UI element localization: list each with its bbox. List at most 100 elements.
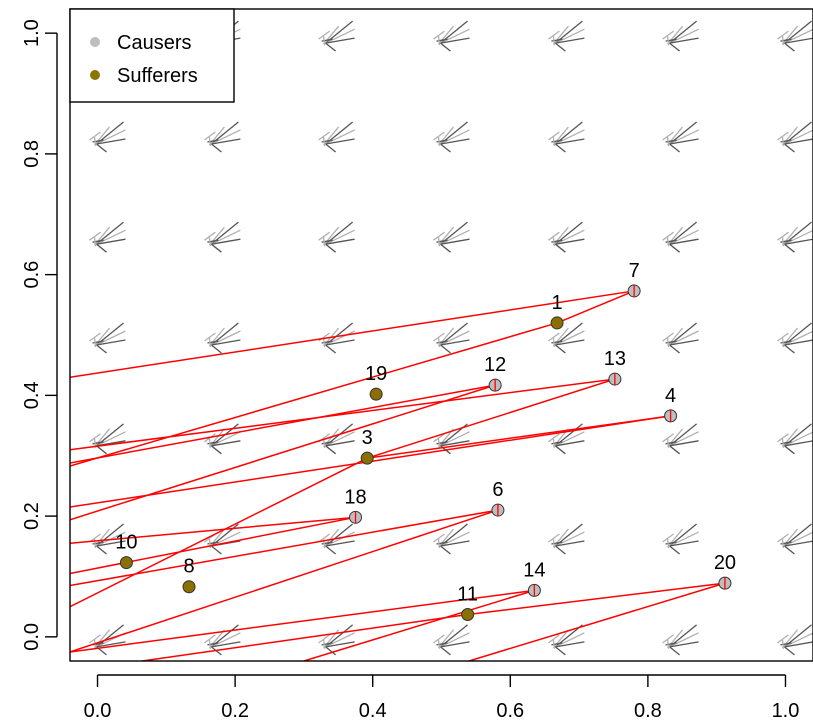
- glyph-stroke-5: [780, 441, 792, 445]
- glyph-stroke-3: [440, 646, 451, 656]
- glyph-stroke-4: [781, 327, 798, 347]
- point-label-11: 11: [457, 584, 478, 606]
- glyph-stroke-4: [667, 226, 684, 246]
- glyph-stroke-7: [437, 237, 441, 247]
- glyph-stroke-7: [781, 136, 785, 147]
- glyph-stroke-7: [781, 36, 785, 46]
- glyph-stroke-2: [211, 138, 241, 145]
- glyph-stroke-1: [440, 431, 470, 447]
- glyph-stroke-1: [440, 531, 470, 547]
- glyph-stroke-7: [552, 237, 556, 247]
- glyph-stroke-2: [555, 641, 585, 648]
- glyph-stroke-4: [667, 126, 684, 146]
- glyph-stroke-4: [438, 528, 454, 548]
- glyph-stroke-3: [96, 445, 107, 455]
- glyph-6-1: [777, 523, 813, 555]
- glyph-stroke-5: [207, 239, 219, 243]
- glyph-stroke-6: [89, 634, 101, 644]
- point-label-20: 20: [714, 552, 736, 574]
- glyph-stroke-1: [96, 229, 126, 245]
- glyph-stroke-4: [438, 327, 454, 347]
- glyph-stroke-6: [777, 634, 789, 644]
- glyph-stroke-1: [440, 330, 470, 346]
- glyph-stroke-3: [440, 243, 451, 253]
- glyph-stroke-6: [548, 533, 560, 543]
- glyph-stroke-6: [548, 30, 560, 40]
- glyph-stroke-5: [665, 38, 677, 42]
- glyph-stroke-7: [322, 237, 326, 247]
- point-label-19: 19: [365, 363, 387, 385]
- glyph-stroke-7: [208, 639, 212, 649]
- glyph-stroke-3: [554, 344, 566, 354]
- glyph-6-6: [777, 20, 813, 52]
- point-label-7: 7: [629, 260, 640, 282]
- glyph-4-0: [548, 624, 585, 656]
- glyph-stroke-7: [552, 36, 556, 46]
- glyph-stroke-1: [555, 632, 585, 648]
- glyph-stroke-2: [555, 339, 585, 346]
- glyph-stroke-4: [781, 629, 798, 649]
- glyph-4-5: [548, 121, 585, 153]
- legend-sufferers-label: Sufferers: [117, 65, 198, 87]
- y-tick-label-1: 0.2: [21, 502, 43, 530]
- link-line-4: [70, 378, 615, 451]
- link-line-13: [70, 509, 499, 653]
- glyph-2-1: [318, 523, 355, 555]
- glyph-stroke-1: [784, 28, 813, 44]
- glyph-stroke-6: [433, 634, 445, 644]
- glyph-stroke-4: [552, 528, 569, 548]
- glyph-stroke-5: [436, 239, 448, 243]
- glyph-stroke-7: [552, 538, 556, 549]
- glyph-stroke-5: [665, 239, 677, 243]
- glyph-stroke-4: [552, 629, 569, 649]
- glyph-stroke-6: [204, 634, 216, 644]
- glyph-stroke-6: [318, 131, 330, 141]
- glyph-stroke-6: [89, 231, 101, 241]
- glyph-stroke-4: [323, 226, 340, 246]
- glyph-stroke-6: [548, 634, 560, 644]
- glyph-4-4: [548, 221, 585, 253]
- glyph-stroke-3: [96, 344, 107, 354]
- glyph-stroke-2: [325, 641, 355, 648]
- glyph-stroke-7: [322, 639, 326, 649]
- glyph-stroke-2: [440, 339, 470, 346]
- glyph-stroke-7: [781, 438, 785, 448]
- glyph-stroke-7: [666, 337, 670, 348]
- glyph-stroke-4: [438, 126, 454, 146]
- glyph-stroke-4: [781, 528, 798, 548]
- glyph-stroke-5: [551, 139, 563, 143]
- glyph-stroke-1: [784, 229, 813, 245]
- glyph-stroke-3: [211, 143, 222, 153]
- point-label-10: 10: [115, 532, 137, 554]
- glyph-stroke-7: [552, 337, 556, 348]
- glyph-stroke-6: [318, 231, 330, 241]
- glyph-stroke-5: [207, 340, 219, 344]
- link-line-9: [70, 457, 368, 608]
- glyph-stroke-7: [666, 136, 670, 147]
- glyph-stroke-3: [784, 344, 795, 354]
- x-axis: 0.0 0.2 0.4 0.6 0.8 1.0: [84, 674, 799, 722]
- glyph-stroke-4: [438, 629, 454, 649]
- glyph-1-5: [204, 121, 241, 153]
- glyph-stroke-2: [669, 440, 699, 447]
- link-line-3: [70, 384, 496, 464]
- glyph-stroke-6: [777, 433, 789, 443]
- glyph-stroke-3: [784, 143, 795, 153]
- glyph-stroke-7: [437, 36, 441, 46]
- glyph-stroke-2: [440, 440, 470, 447]
- glyph-stroke-5: [780, 38, 792, 42]
- glyph-stroke-1: [784, 632, 813, 648]
- glyph-stroke-4: [208, 126, 225, 146]
- glyph-stroke-3: [211, 545, 222, 555]
- glyph-stroke-5: [321, 38, 333, 42]
- point-sufferer-19: [369, 387, 383, 401]
- glyph-stroke-2: [784, 339, 813, 346]
- glyph-stroke-2: [96, 641, 126, 648]
- glyph-stroke-5: [780, 340, 792, 344]
- glyph-stroke-6: [89, 131, 101, 141]
- glyph-stroke-5: [665, 541, 677, 545]
- glyph-stroke-3: [96, 243, 107, 253]
- glyph-stroke-2: [784, 138, 813, 145]
- glyph-stroke-2: [211, 641, 241, 648]
- glyph-lattice: [89, 20, 813, 656]
